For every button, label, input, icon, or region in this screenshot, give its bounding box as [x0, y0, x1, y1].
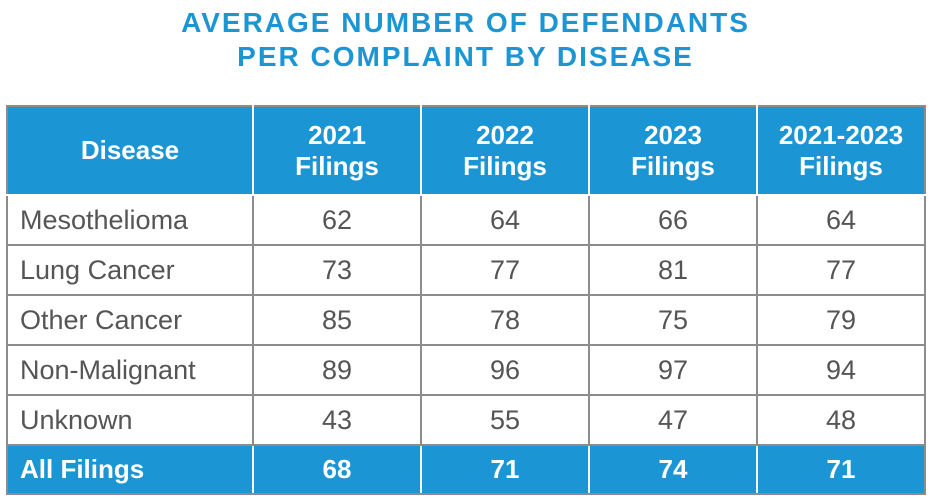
chart-title-line-1: AVERAGE NUMBER OF DEFENDANTS: [181, 7, 750, 38]
table-cell: 94: [756, 344, 926, 396]
table-row: Non-Malignant 89 96 97 94: [6, 344, 926, 396]
column-header-line: 2022: [476, 119, 534, 150]
column-header-line: Filings: [463, 150, 547, 181]
column-header-3: 2023 Filings: [588, 105, 758, 196]
column-header-1: 2021 Filings: [252, 105, 422, 196]
table-cell: 62: [252, 194, 422, 246]
table-cell: 64: [756, 194, 926, 246]
table-row: Other Cancer 85 78 75 79: [6, 294, 926, 346]
table-cell: 96: [420, 344, 590, 396]
table-cell: 89: [252, 344, 422, 396]
row-label: Unknown: [6, 394, 254, 446]
chart-title-line-2: PER COMPLAINT BY DISEASE: [237, 41, 694, 72]
table-cell: 73: [252, 244, 422, 296]
header-row: Disease 2021 Filings 2022 Filings 2023 Filings…: [6, 105, 926, 196]
table-header: Disease 2021 Filings 2022 Filings 2023 Filings…: [6, 105, 926, 196]
total-row: All Filings 68 71 74 71: [6, 444, 926, 495]
column-header-line: 2021-2023: [778, 119, 904, 150]
column-header-line: Disease: [80, 135, 180, 165]
table-cell: 66: [588, 194, 758, 246]
column-header-line: Filings: [799, 150, 883, 181]
column-header-4: 2021-2023 Filings: [756, 105, 926, 196]
table-body: Mesothelioma 62 64 66 64 Lung Cancer 73 77 81 77 O…: [6, 194, 926, 446]
column-header-line: 2023: [644, 119, 702, 150]
chart-title: AVERAGE NUMBER OF DEFENDANTS PER COMPLAI…: [0, 6, 931, 74]
table-cell: 81: [588, 244, 758, 296]
table-cell: 78: [420, 294, 590, 346]
total-cell: 68: [252, 444, 422, 495]
table-cell: 77: [756, 244, 926, 296]
total-label: All Filings: [6, 444, 254, 495]
row-label: Lung Cancer: [6, 244, 254, 296]
total-cell: 74: [588, 444, 758, 495]
table-cell: 97: [588, 344, 758, 396]
total-cell: 71: [420, 444, 590, 495]
table-cell: 43: [252, 394, 422, 446]
table-cell: 48: [756, 394, 926, 446]
table-cell: 55: [420, 394, 590, 446]
table-cell: 64: [420, 194, 590, 246]
table-row: Unknown 43 55 47 48: [6, 394, 926, 446]
column-header-0: Disease: [6, 105, 254, 196]
table-cell: 85: [252, 294, 422, 346]
column-header-line: 2021: [308, 119, 366, 150]
data-table: Disease 2021 Filings 2022 Filings 2023 Filings…: [6, 105, 926, 495]
table-cell: 77: [420, 244, 590, 296]
column-header-2: 2022 Filings: [420, 105, 590, 196]
table-row: Lung Cancer 73 77 81 77: [6, 244, 926, 296]
table-footer: All Filings 68 71 74 71: [6, 444, 926, 495]
column-header-line: Filings: [631, 150, 715, 181]
column-header-line: Filings: [295, 150, 379, 181]
table-cell: 75: [588, 294, 758, 346]
row-label: Non-Malignant: [6, 344, 254, 396]
row-label: Other Cancer: [6, 294, 254, 346]
table-cell: 47: [588, 394, 758, 446]
table-row: Mesothelioma 62 64 66 64: [6, 194, 926, 246]
row-label: Mesothelioma: [6, 194, 254, 246]
total-cell: 71: [756, 444, 926, 495]
table-cell: 79: [756, 294, 926, 346]
